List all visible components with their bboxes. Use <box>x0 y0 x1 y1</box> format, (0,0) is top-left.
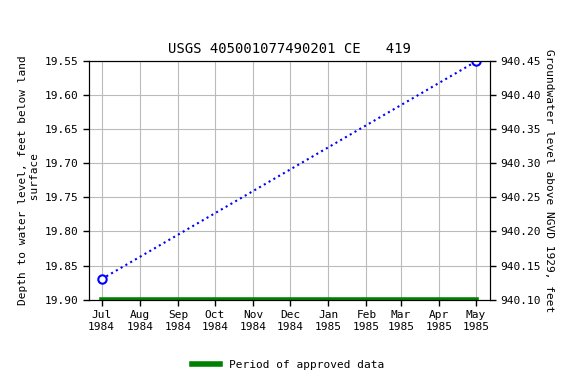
Y-axis label: Groundwater level above NGVD 1929, feet: Groundwater level above NGVD 1929, feet <box>544 49 555 312</box>
Y-axis label: Depth to water level, feet below land
 surface: Depth to water level, feet below land su… <box>18 56 40 305</box>
Title: USGS 405001077490201 CE   419: USGS 405001077490201 CE 419 <box>168 42 411 56</box>
Legend: Period of approved data: Period of approved data <box>188 356 388 375</box>
